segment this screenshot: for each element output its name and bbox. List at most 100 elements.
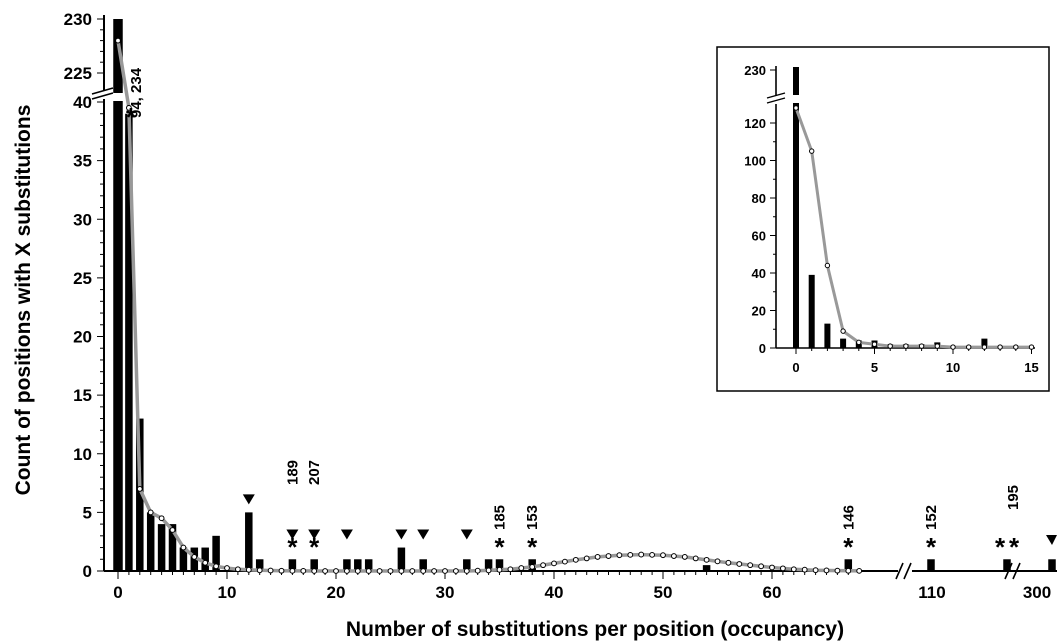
fit-point	[529, 563, 536, 570]
star-marker: *	[1009, 532, 1020, 562]
inset-y-tick-label: 0	[759, 341, 766, 356]
annotation-label: 185	[492, 505, 509, 530]
inset-fit-point	[918, 343, 925, 349]
fit-point	[747, 562, 754, 569]
inset-x-tick-label: 0	[792, 360, 799, 375]
inset-fit-point	[793, 105, 799, 111]
fit-point	[158, 515, 165, 522]
fit-point	[453, 568, 459, 574]
inset-bar	[824, 323, 831, 348]
bar	[136, 418, 144, 571]
fit-point	[420, 568, 427, 574]
bar	[463, 559, 471, 571]
y-tick-label: 225	[64, 64, 92, 83]
annotation-label: 152	[923, 505, 940, 530]
x-tick-label: 110	[918, 583, 945, 602]
inset-fit-point	[1028, 344, 1035, 350]
fit-point	[507, 566, 514, 573]
fit-point	[671, 553, 677, 559]
fit-point	[801, 566, 808, 573]
fit-point	[409, 568, 416, 574]
inset-fit-point	[824, 262, 831, 269]
bar	[702, 565, 711, 571]
inset-fit-point	[871, 341, 878, 347]
x-tick-label: 300	[1023, 583, 1051, 602]
fit-point	[856, 567, 863, 574]
fit-point	[267, 567, 274, 574]
bar	[168, 524, 177, 571]
y-axis-title: Count of positions with X substitutions	[12, 105, 35, 496]
inset-x-tick-label: 15	[1024, 360, 1038, 375]
fit-point	[714, 558, 721, 565]
fit-point	[311, 568, 318, 574]
fit-point	[354, 568, 361, 574]
inset-x-tick-label: 10	[946, 360, 960, 375]
fit-point	[660, 552, 666, 559]
annotation-label: 153	[524, 505, 541, 530]
fit-point	[202, 559, 209, 566]
triangle-marker	[308, 529, 321, 540]
inset-fit-point	[809, 148, 815, 154]
y-tick-label: 10	[73, 445, 92, 464]
inset-fit-curve	[794, 107, 1032, 349]
inset-fit-point	[981, 344, 988, 350]
fit-point	[758, 563, 764, 570]
fit-point	[474, 567, 481, 574]
inset-fit-point	[934, 343, 940, 349]
fit-point	[780, 565, 786, 572]
triangle-marker	[417, 529, 430, 540]
y-tick-label: 5	[83, 503, 92, 522]
fit-point	[551, 560, 557, 567]
fit-point	[213, 563, 220, 570]
y-tick-label: 25	[73, 269, 92, 288]
inset-y-tick-label: 40	[752, 266, 766, 281]
star-marker: *	[287, 532, 298, 562]
inset-plot: 0 20 40 60 80 100 120 230 0 5 10 15	[716, 46, 1050, 392]
fit-point	[703, 556, 710, 563]
bar	[484, 559, 493, 571]
fit-point	[289, 567, 296, 574]
fit-point	[562, 558, 568, 565]
inset-fit-point	[887, 343, 893, 349]
annotation-label: 195	[1005, 485, 1022, 510]
fit-point	[845, 567, 852, 574]
y-tick-label: 30	[73, 210, 92, 229]
x-tick-label: 20	[327, 583, 346, 602]
inset-bar	[808, 274, 815, 348]
fit-point	[583, 555, 590, 562]
fit-point	[616, 552, 623, 559]
fit-point	[725, 559, 732, 566]
fit-point	[224, 565, 230, 571]
y-tick-label: 230	[64, 10, 92, 29]
fit-point	[681, 554, 688, 560]
triangle-marker	[286, 529, 299, 540]
fit-point	[485, 567, 492, 574]
star-marker: *	[527, 532, 538, 562]
fit-point	[812, 567, 819, 574]
bar	[179, 547, 188, 571]
star-marker: *	[843, 532, 854, 562]
bar	[212, 535, 220, 571]
fit-point	[834, 567, 841, 574]
x-tick-label: 10	[218, 583, 237, 602]
fit-point	[769, 564, 775, 571]
fit-point	[572, 556, 579, 563]
fit-point	[322, 568, 329, 574]
bar	[146, 512, 155, 571]
bar	[310, 559, 318, 571]
annotation-label: 189	[284, 460, 301, 485]
x-tick-label: 30	[436, 583, 455, 602]
bar	[1003, 559, 1011, 571]
inset-x-tick-label: 5	[871, 360, 878, 375]
fit-point	[115, 37, 121, 44]
bar	[1048, 559, 1056, 571]
fit-point	[235, 566, 241, 573]
fit-point	[627, 551, 634, 558]
x-tick-label: 0	[113, 583, 122, 602]
y-tick-label: 0	[83, 562, 92, 581]
fit-point	[605, 553, 612, 559]
triangle-marker	[242, 494, 255, 505]
bar	[343, 559, 351, 571]
fit-point	[333, 568, 339, 574]
